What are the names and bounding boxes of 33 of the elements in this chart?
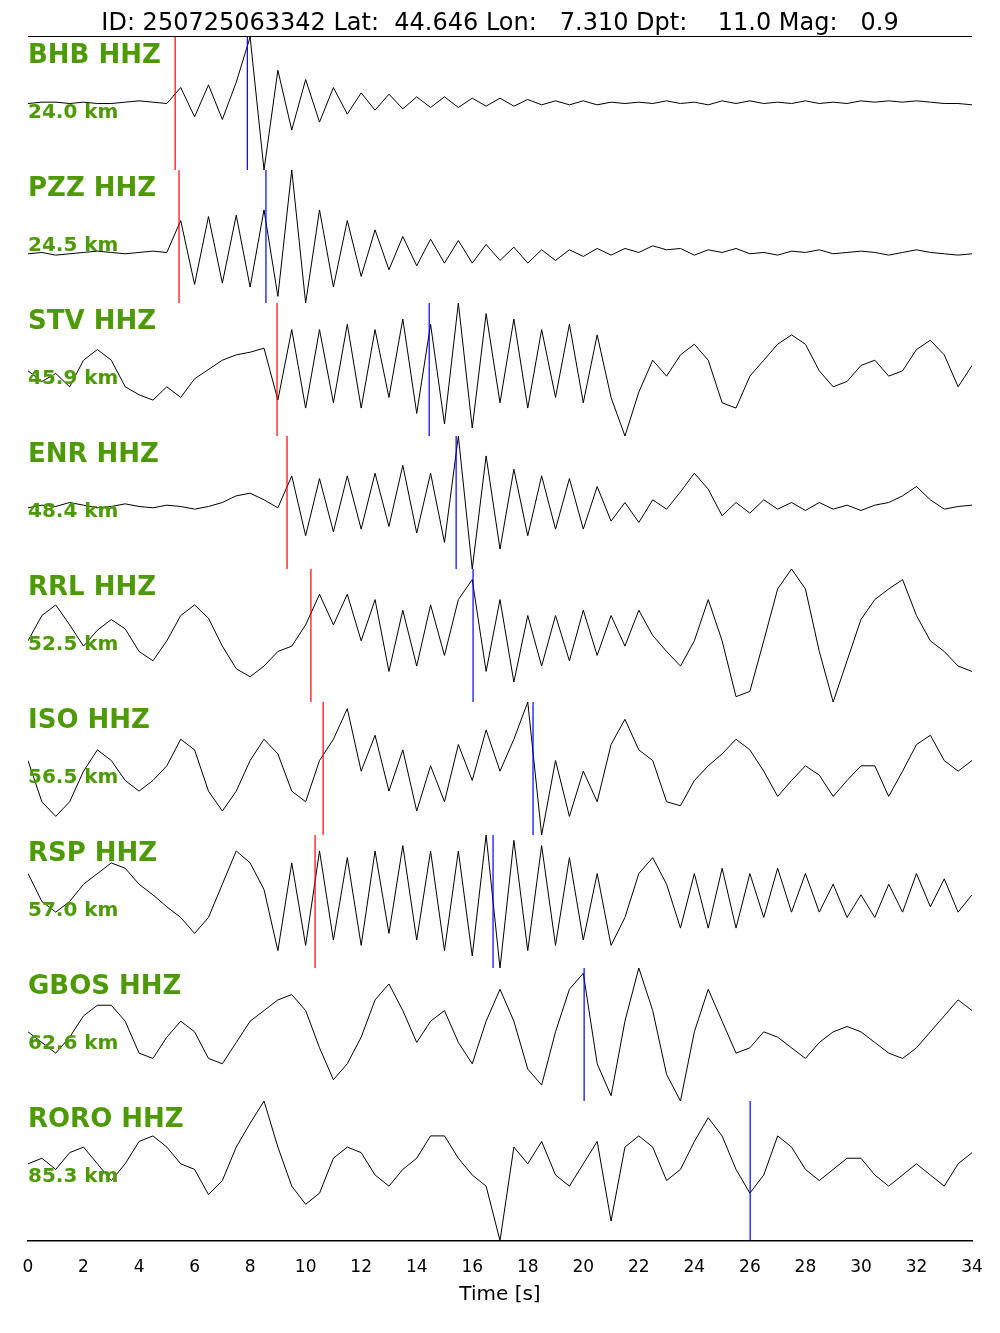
x-tick-label: 34 (961, 1256, 983, 1277)
annotation: RORO HHZ (28, 1102, 184, 1133)
x-tick-label: 10 (294, 1256, 317, 1277)
annotation: 52.5 km (28, 631, 119, 656)
x-axis-title: Time [s] (458, 1281, 541, 1306)
annotation: 24.0 km (28, 99, 119, 124)
annotation: RSP HHZ (28, 836, 158, 867)
x-tick-label: 22 (628, 1256, 650, 1277)
x-tick-label: 6 (189, 1256, 200, 1277)
x-tick-label: 26 (739, 1256, 761, 1277)
annotation: BHB HHZ (28, 38, 161, 69)
annotation: GBOS HHZ (28, 969, 182, 1000)
x-tick-label: 14 (405, 1256, 428, 1277)
x-tick-label: 2 (78, 1256, 89, 1277)
annotation: PZZ HHZ (28, 171, 157, 202)
x-tick-label: 0 (22, 1256, 34, 1277)
x-tick-label: 4 (133, 1256, 145, 1277)
x-tick-label: 32 (905, 1256, 928, 1277)
annotation: ISO HHZ (28, 703, 150, 734)
x-tick-label: 24 (683, 1256, 706, 1277)
annotation: ENR HHZ (28, 437, 159, 468)
x-tick-label: 18 (516, 1256, 539, 1277)
x-tick-label: 20 (572, 1256, 595, 1277)
annotation: RRL HHZ (28, 570, 157, 601)
x-tick-label: 8 (244, 1256, 256, 1277)
x-tick-label: 12 (350, 1256, 372, 1277)
x-tick-label: 30 (850, 1256, 872, 1277)
annotation: 24.5 km (28, 232, 119, 257)
x-tick-label: 28 (794, 1256, 817, 1277)
chart-title: ID: 250725063342 Lat: 44.646 Lon: 7.310 Dpt: 11.0 Mag: 0.9 (28, 8, 972, 37)
annotation: 57.0 km (28, 897, 119, 922)
x-tick-label: 16 (461, 1256, 484, 1277)
annotation: STV HHZ (28, 304, 157, 335)
